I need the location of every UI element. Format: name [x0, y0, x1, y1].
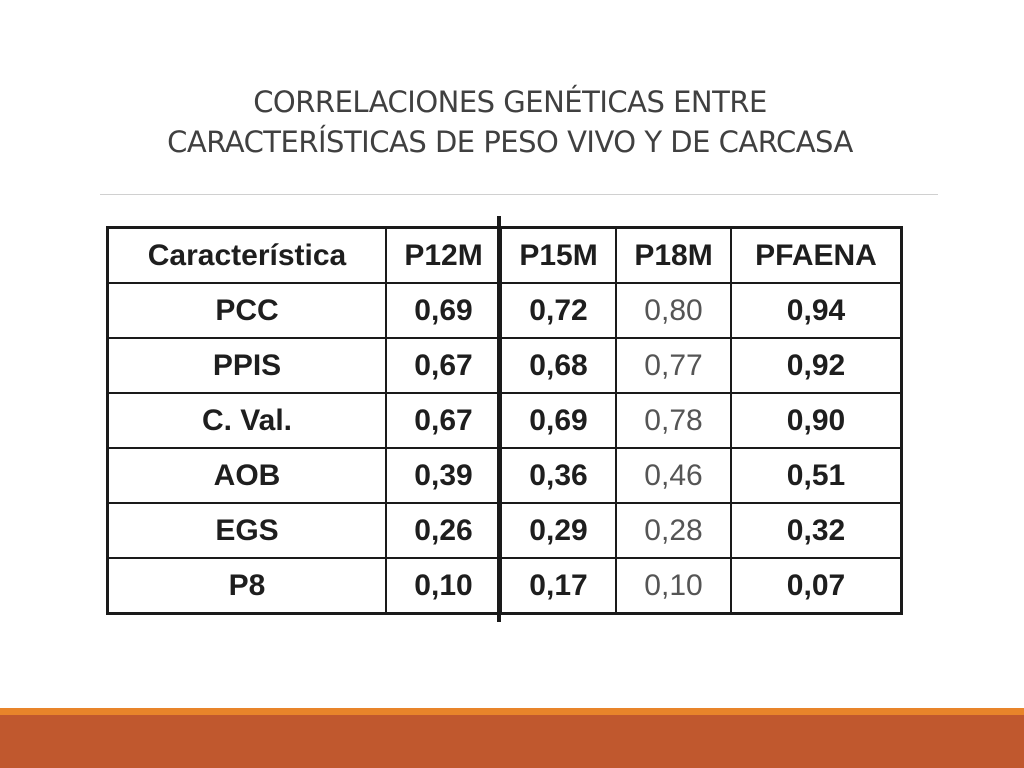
row-label: PCC	[106, 282, 387, 339]
cell-p12m: 0,69	[385, 282, 502, 339]
cell-p15m: 0,17	[500, 557, 617, 615]
cell-pfaena: 0,90	[730, 392, 903, 449]
table-row: PPIS 0,67 0,68 0,77 0,92	[106, 337, 903, 394]
row-label: C. Val.	[106, 392, 387, 449]
table-row: P8 0,10 0,17 0,10 0,07	[106, 557, 903, 615]
row-label: PPIS	[106, 337, 387, 394]
table-row: AOB 0,39 0,36 0,46 0,51	[106, 447, 903, 504]
cell-p18m: 0,78	[615, 392, 732, 449]
footer-accent-line	[0, 708, 1024, 715]
cell-p12m: 0,10	[385, 557, 502, 615]
table-row: EGS 0,26 0,29 0,28 0,32	[106, 502, 903, 559]
slide-title-line-2: CARACTERÍSTICAS DE PESO VIVO Y DE CARCAS…	[167, 125, 853, 159]
correlation-table-image: Característica P12M P15M P18M PFAENA PCC…	[106, 226, 903, 615]
cell-pfaena: 0,32	[730, 502, 903, 559]
cell-pfaena: 0,92	[730, 337, 903, 394]
header-caracteristica: Característica	[106, 226, 387, 284]
cell-p18m: 0,28	[615, 502, 732, 559]
header-p18m: P18M	[615, 226, 732, 284]
header-p15m: P15M	[500, 226, 617, 284]
cell-pfaena: 0,94	[730, 282, 903, 339]
cell-p18m: 0,10	[615, 557, 732, 615]
cell-p12m: 0,39	[385, 447, 502, 504]
table-header-row: Característica P12M P15M P18M PFAENA	[106, 226, 903, 284]
table-row: C. Val. 0,67 0,69 0,78 0,90	[106, 392, 903, 449]
scan-artifact-line	[497, 216, 501, 622]
cell-p12m: 0,67	[385, 392, 502, 449]
row-label: EGS	[106, 502, 387, 559]
footer-bar	[0, 715, 1024, 768]
cell-p18m: 0,80	[615, 282, 732, 339]
slide-title: CORRELACIONES GENÉTICAS ENTRE CARACTERÍS…	[100, 82, 920, 162]
row-label: AOB	[106, 447, 387, 504]
row-label: P8	[106, 557, 387, 615]
title-divider	[100, 194, 938, 195]
cell-p18m: 0,46	[615, 447, 732, 504]
table-row: PCC 0,69 0,72 0,80 0,94	[106, 282, 903, 339]
cell-p15m: 0,72	[500, 282, 617, 339]
cell-p15m: 0,68	[500, 337, 617, 394]
cell-pfaena: 0,07	[730, 557, 903, 615]
cell-p15m: 0,69	[500, 392, 617, 449]
header-p12m: P12M	[385, 226, 502, 284]
cell-p18m: 0,77	[615, 337, 732, 394]
header-pfaena: PFAENA	[730, 226, 903, 284]
cell-p12m: 0,26	[385, 502, 502, 559]
cell-p15m: 0,36	[500, 447, 617, 504]
cell-pfaena: 0,51	[730, 447, 903, 504]
correlation-table: Característica P12M P15M P18M PFAENA PCC…	[106, 226, 903, 615]
slide-title-line-1: CORRELACIONES GENÉTICAS ENTRE	[253, 85, 767, 119]
cell-p15m: 0,29	[500, 502, 617, 559]
cell-p12m: 0,67	[385, 337, 502, 394]
